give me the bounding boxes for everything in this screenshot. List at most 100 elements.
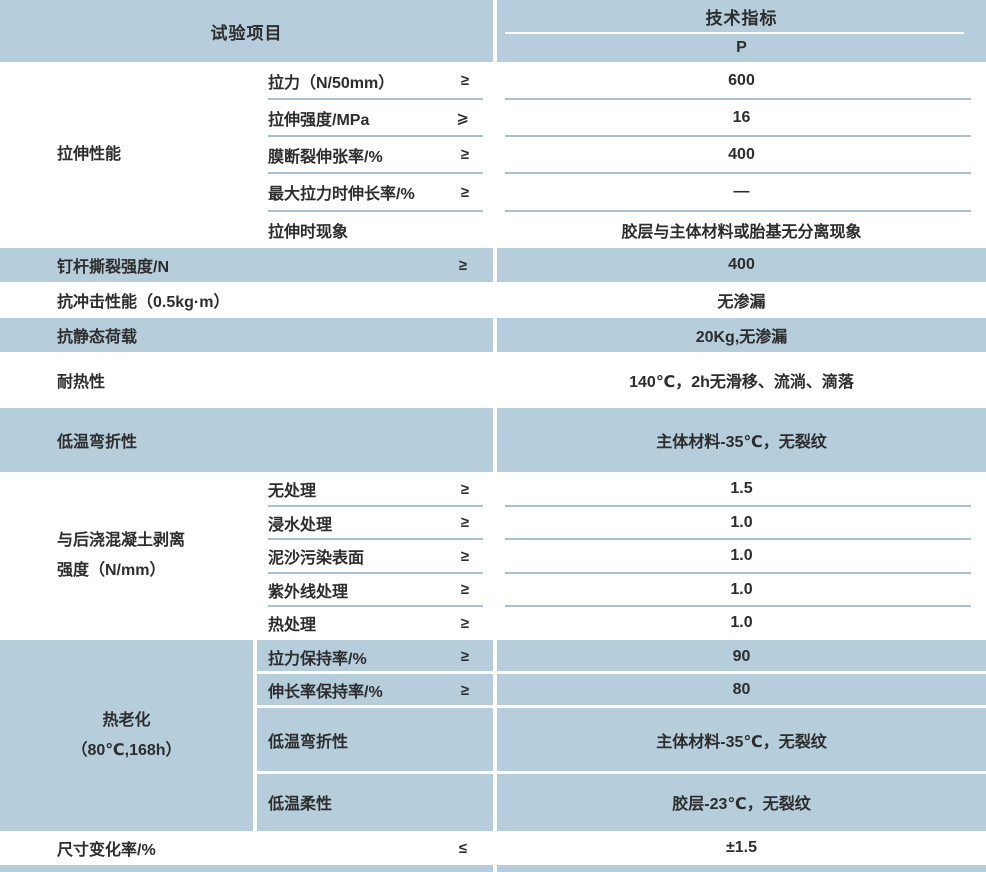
row-operator: ≥ (460, 480, 469, 498)
row-label: 拉伸强度/MPa (268, 111, 370, 129)
group-label-heat-aging: 热老化 （80℃,168h） (0, 640, 253, 831)
row-operator: ≥ (460, 183, 469, 201)
row-value-cell: 1.5 (497, 472, 986, 506)
row-value: ±1.5 (725, 839, 758, 856)
row-value: 90 (732, 647, 751, 665)
row-value-cell: 400 (497, 248, 986, 282)
row-label-cell: 最大拉力时伸长率/% ≥ (257, 173, 493, 211)
row-value-cell: 主体材料-35℃，无裂纹 (497, 408, 986, 472)
section-heat-aging: 热老化 （80℃,168h） 拉力保持率/% ≥ 90 伸长率保持率/% ≥ (0, 640, 986, 831)
row-label: 伸长率保持率/% (268, 684, 383, 701)
row-label-cell: 拉伸强度/MPa ⩾ (257, 99, 493, 136)
row-value-cell: 无渗漏 (497, 282, 986, 318)
column-divider (253, 472, 257, 640)
row-label: 最大拉力时伸长率/% (268, 186, 415, 203)
row-operator: ⩾ (456, 109, 469, 127)
header-cell-tech-index: 技术指标 P (497, 0, 986, 62)
row-value: 1.0 (730, 547, 753, 564)
row-label: 泥沙污染表面 (268, 550, 365, 567)
section-peel-strength: 与后浇混凝土剥离 强度（N/mm） 无处理 ≥ 1.5 浸水处理 ≥ (0, 472, 986, 640)
row-label-cell: 浸水处理 ≥ (257, 506, 493, 539)
column-divider (493, 408, 497, 472)
row-value-cell: 400 (497, 136, 986, 173)
row-operator: ≥ (458, 256, 467, 274)
table-row: 耐热性 140℃，2h无滑移、流淌、滴落 (0, 352, 986, 408)
row-label: 耐热性 (57, 374, 106, 391)
row-value-cell: 胶层-23℃，无裂纹 (497, 773, 986, 831)
column-divider (493, 606, 497, 640)
row-value: 20Kg,无渗漏 (695, 329, 788, 346)
row-label-cell: 低温弯折性 (0, 408, 493, 472)
group-label-tensile: 拉伸性能 (0, 62, 253, 248)
table-row: 低温弯折性 主体材料-35℃，无裂纹 (0, 408, 986, 472)
table-row: 伸长率保持率/% ≥ 80 (257, 673, 986, 708)
row-value: 600 (728, 71, 755, 89)
column-divider (493, 173, 497, 211)
column-divider (493, 539, 497, 573)
column-divider (493, 773, 497, 831)
table-row: 无处理 ≥ 1.5 (257, 472, 986, 507)
row-label: 尺寸变化率/% (57, 842, 156, 859)
row-value-cell: 600 (497, 62, 986, 99)
row-label: 低温柔性 (268, 796, 333, 813)
row-label: 拉力保持率/% (268, 650, 367, 668)
row-label-cell: 低温柔性 (257, 773, 493, 831)
row-label: 膜断裂伸张率/% (268, 148, 383, 166)
row-value: 16 (732, 108, 751, 126)
table-row: 尺寸变化率/% ≤ ±1.5 (0, 831, 986, 865)
row-label-cell: 低温弯折性 (257, 707, 493, 773)
row-value-cell: 20Kg,无渗漏 (497, 318, 986, 352)
row-label-cell: 泥沙污染表面 ≥ (257, 539, 493, 573)
row-label-cell: 膜断裂伸张率/% ≥ (257, 136, 493, 173)
row-label: 抗冲击性能（0.5kg·m） (57, 294, 230, 311)
table-header: 试验项目 技术指标 P (0, 0, 986, 62)
column-divider (493, 573, 497, 606)
row-label-cell: 拉力（N/50mm） ≥ (257, 62, 493, 99)
header-grade-cell: P (497, 34, 986, 62)
aging-subrows: 拉力保持率/% ≥ 90 伸长率保持率/% ≥ 80 (257, 640, 986, 831)
row-label-cell: 紫外线处理 ≥ (257, 573, 493, 606)
row-label: 热处理 (268, 617, 317, 634)
column-divider (493, 352, 497, 408)
row-label-cell: 抗冲击性能（0.5kg·m） (0, 282, 493, 318)
column-divider (493, 99, 497, 136)
table-row: 紫外线处理 ≥ 1.0 (257, 573, 986, 607)
row-value-cell: 1.0 (497, 573, 986, 606)
row-label: 钉杆撕裂强度/N (57, 259, 170, 276)
table-row: 低温柔性 胶层-23℃，无裂纹 (257, 773, 986, 831)
column-divider (493, 831, 497, 865)
row-label: 拉力（N/50mm） (268, 74, 395, 92)
column-divider (493, 472, 497, 506)
header-tech-index-label: 技术指标 (705, 8, 778, 28)
row-label-cell: 无处理 ≥ (257, 472, 493, 506)
group-label-text: （80℃,168h） (71, 741, 182, 759)
row-label: 低温弯折性 (268, 734, 349, 751)
column-divider (493, 62, 497, 99)
row-label-cell: 抗静态荷载 (0, 318, 493, 352)
row-value: 1.0 (730, 614, 753, 631)
table-footer-strip (0, 865, 986, 872)
table-row: 抗冲击性能（0.5kg·m） 无渗漏 (0, 282, 986, 318)
table-row: 抗静态荷载 20Kg,无渗漏 (0, 318, 986, 352)
section-tensile: 拉伸性能 拉力（N/50mm） ≥ 600 拉伸强度/MPa ⩾ (0, 62, 986, 248)
column-divider (493, 0, 497, 62)
tensile-subrows: 拉力（N/50mm） ≥ 600 拉伸强度/MPa ⩾ 16 (257, 62, 986, 248)
row-value: 主体材料-35℃，无裂纹 (656, 434, 827, 451)
header-tech-index-title: 技术指标 (497, 0, 986, 32)
row-label-cell: 拉力保持率/% ≥ (257, 640, 493, 673)
row-value-cell: 1.0 (497, 539, 986, 573)
row-value: 无渗漏 (717, 294, 766, 311)
row-value-cell: 140℃，2h无滑移、流淌、滴落 (497, 352, 986, 408)
row-label-cell: 耐热性 (0, 352, 493, 408)
row-value: — (733, 183, 750, 200)
row-value: 400 (728, 145, 755, 163)
column-divider (253, 62, 257, 248)
group-label-peel: 与后浇混凝土剥离 强度（N/mm） (0, 472, 253, 640)
table-row: 钉杆撕裂强度/N ≥ 400 (0, 248, 986, 282)
row-label-cell: 拉伸时现象 (257, 211, 493, 248)
row-value-cell: — (497, 173, 986, 211)
column-divider (493, 282, 497, 318)
footer-strip-right (497, 865, 986, 872)
header-grade-label: P (736, 39, 747, 56)
group-label-text: 强度（N/mm） (57, 562, 166, 579)
